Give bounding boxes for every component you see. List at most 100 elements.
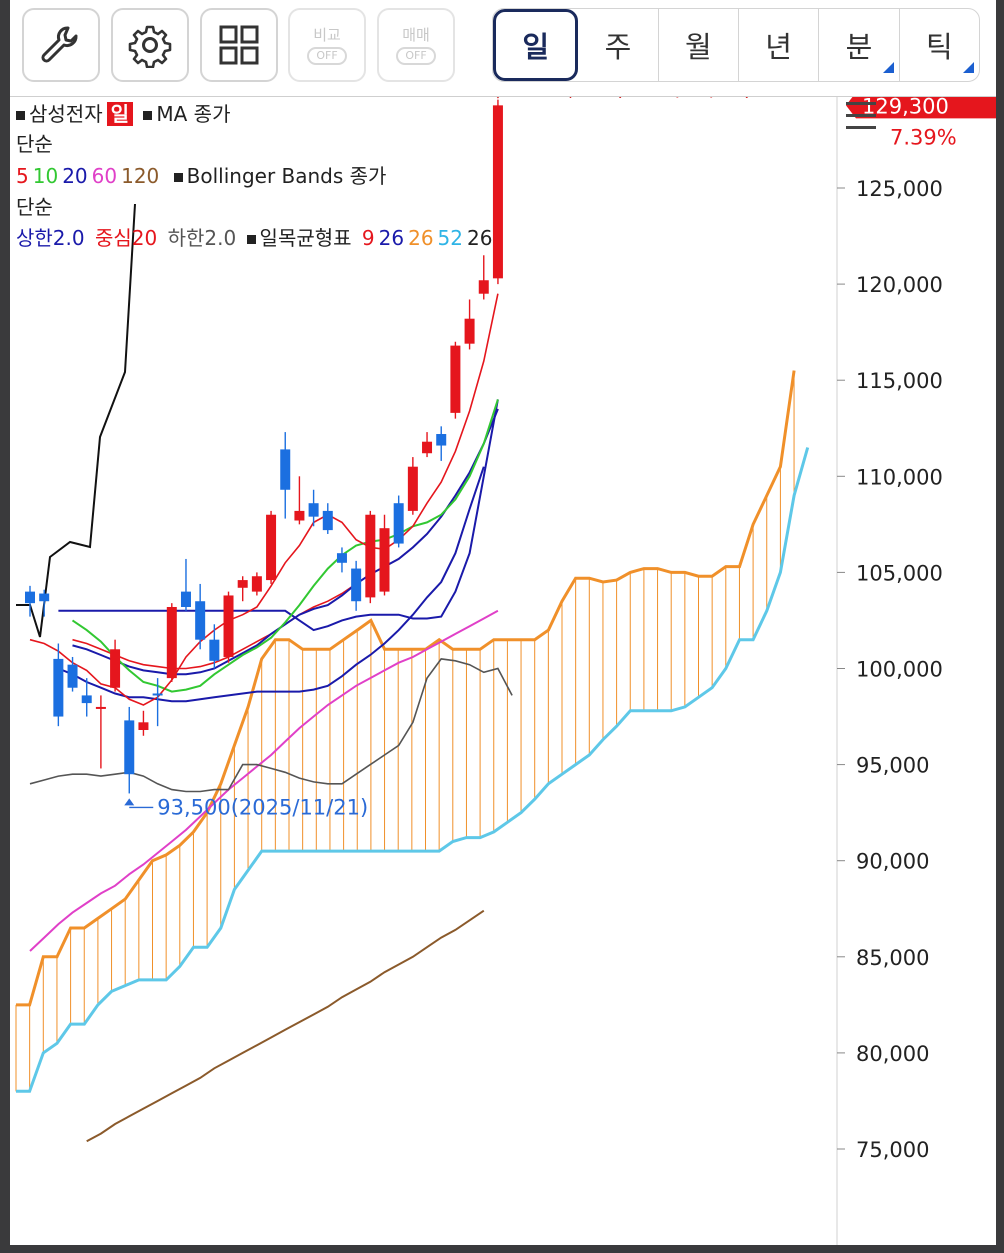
span-b-line [16, 447, 810, 1093]
ichimoku-params: 9 26 26 52 26 [362, 226, 497, 250]
axis-tick-label: 90,000 [856, 850, 929, 874]
candle-body [67, 664, 78, 688]
candle-body [110, 649, 121, 688]
ichimoku-label: 일목균형표 [259, 226, 352, 250]
axis-tick-label: 125,000 [856, 177, 943, 201]
axis-tick-label: 105,000 [856, 561, 943, 585]
candle-body [436, 434, 447, 446]
legend-bb-type: 단순 [16, 195, 53, 219]
legend-square [16, 111, 25, 120]
annotations: 129,600(2026/01/02) 93,500(2025/11/21) 129… [124, 97, 996, 819]
change-percent-label: 7.39% [890, 125, 957, 149]
candle-body [422, 441, 433, 454]
axis-tick-label: 85,000 [856, 946, 929, 970]
wrench-button[interactable] [22, 8, 100, 82]
ma-period-label: 5 [16, 164, 29, 188]
tab-week[interactable]: 주 [578, 9, 659, 81]
tab-tick[interactable]: 틱 [900, 9, 979, 81]
axis-tick-label: 95,000 [856, 754, 929, 778]
candle-body [322, 510, 333, 531]
tab-tick-label: 틱 [925, 30, 953, 64]
candle-body [450, 345, 461, 413]
trade-label: 매매 [402, 26, 430, 44]
ma60-line [29, 609, 499, 952]
high-price-label: 129,600(2026/01/02) [528, 97, 752, 101]
ma-period-label: 120 [121, 164, 160, 188]
span-a-line [16, 370, 796, 1007]
chart-screen: 비교 OFF 매매 OFF 일 주 월 년 분 틱 75,000 80,000 85… [10, 0, 996, 1245]
bollinger-upper-line [58, 399, 499, 632]
wrench-icon [41, 26, 78, 63]
compare-label: 비교 [313, 26, 341, 44]
candle-body [180, 591, 191, 607]
ichimoku-param-label: 26 [467, 226, 493, 250]
gear-icon [128, 25, 172, 68]
ma-period-label: 60 [91, 164, 118, 188]
compare-state: OFF [307, 47, 347, 65]
ma-period-label: 20 [62, 164, 88, 188]
ma5-line [29, 293, 499, 706]
low-marker-arrow [124, 798, 135, 806]
period-tabs: 일 주 월 년 분 틱 [492, 8, 980, 82]
tab-minute-label: 분 [845, 30, 873, 64]
candle-body [266, 514, 277, 581]
axis-tick-label: 120,000 [856, 273, 943, 297]
axis-tick-label: 75,000 [856, 1138, 929, 1162]
indicator-lines [16, 203, 513, 1143]
ma-period-label: 10 [32, 164, 59, 188]
axis-tick-label: 115,000 [856, 369, 943, 393]
price-chart[interactable]: 75,00080,00085,00090,00095,000100,000105… [10, 97, 996, 1245]
legend-row-bb: 상한2.0 중심20 하한2.0 일목균형표 9 26 26 52 26 [16, 225, 500, 251]
high-marker-arrow [496, 97, 500, 99]
trade-toggle[interactable]: 매매 OFF [377, 8, 455, 82]
candle-body [195, 601, 206, 640]
settings-button[interactable] [111, 8, 189, 82]
stock-name: 삼성전자 [29, 102, 103, 126]
candle-body [166, 606, 177, 679]
price-axis: 75,000 80,000 85,000 90,000 95,000 100,000 105… [837, 97, 943, 1162]
candle-body [81, 695, 92, 704]
bollinger-lower-line [58, 466, 485, 703]
lagging-span-upper-line [16, 203, 136, 638]
ma-period-list: 5 10 20 60 120 [16, 164, 163, 188]
candle-body [124, 720, 135, 775]
tab-day[interactable]: 일 [493, 9, 579, 81]
axis-tick-label: 100,000 [856, 658, 943, 682]
candle-body [336, 553, 347, 563]
candle-body [280, 449, 291, 490]
low-price-label: 93,500(2025/11/21) [157, 795, 368, 819]
candle-body [351, 568, 362, 602]
candle-body [393, 503, 404, 544]
candlesticks [25, 99, 503, 794]
ma20-line [72, 408, 499, 676]
compare-toggle[interactable]: 비교 OFF [288, 8, 366, 82]
legend-square [143, 111, 153, 120]
tab-month[interactable]: 월 [659, 9, 739, 81]
bb-lower: 하한2.0 [167, 226, 237, 250]
tab-minute[interactable]: 분 [819, 9, 900, 81]
current-price-tag [846, 97, 996, 119]
candle-body [478, 280, 489, 294]
menu-icon[interactable] [846, 102, 876, 132]
candle-body [365, 514, 376, 598]
layout-button[interactable] [200, 8, 278, 82]
dropdown-corner-icon [882, 62, 894, 73]
bb-label: Bollinger Bands 종가 [186, 164, 387, 188]
axis-tick-label: 110,000 [856, 465, 943, 489]
ma10-line [71, 399, 499, 693]
current-price-label: 129,300 [862, 97, 949, 118]
candle-body [492, 105, 503, 279]
ichimoku-param-label: 9 [361, 226, 375, 250]
candle-body [53, 658, 64, 717]
ichimoku-param-label: 26 [378, 226, 405, 250]
candle-body [379, 528, 390, 592]
grid-icon [219, 25, 259, 65]
candle-body [464, 318, 475, 344]
bb-middle: 중심20 [94, 226, 158, 250]
tab-year[interactable]: 년 [739, 9, 820, 81]
candle-body [223, 595, 234, 657]
candle-body [237, 580, 248, 588]
candle-body [152, 693, 163, 696]
candle-body [138, 722, 149, 731]
period-badge: 일 [106, 102, 134, 126]
